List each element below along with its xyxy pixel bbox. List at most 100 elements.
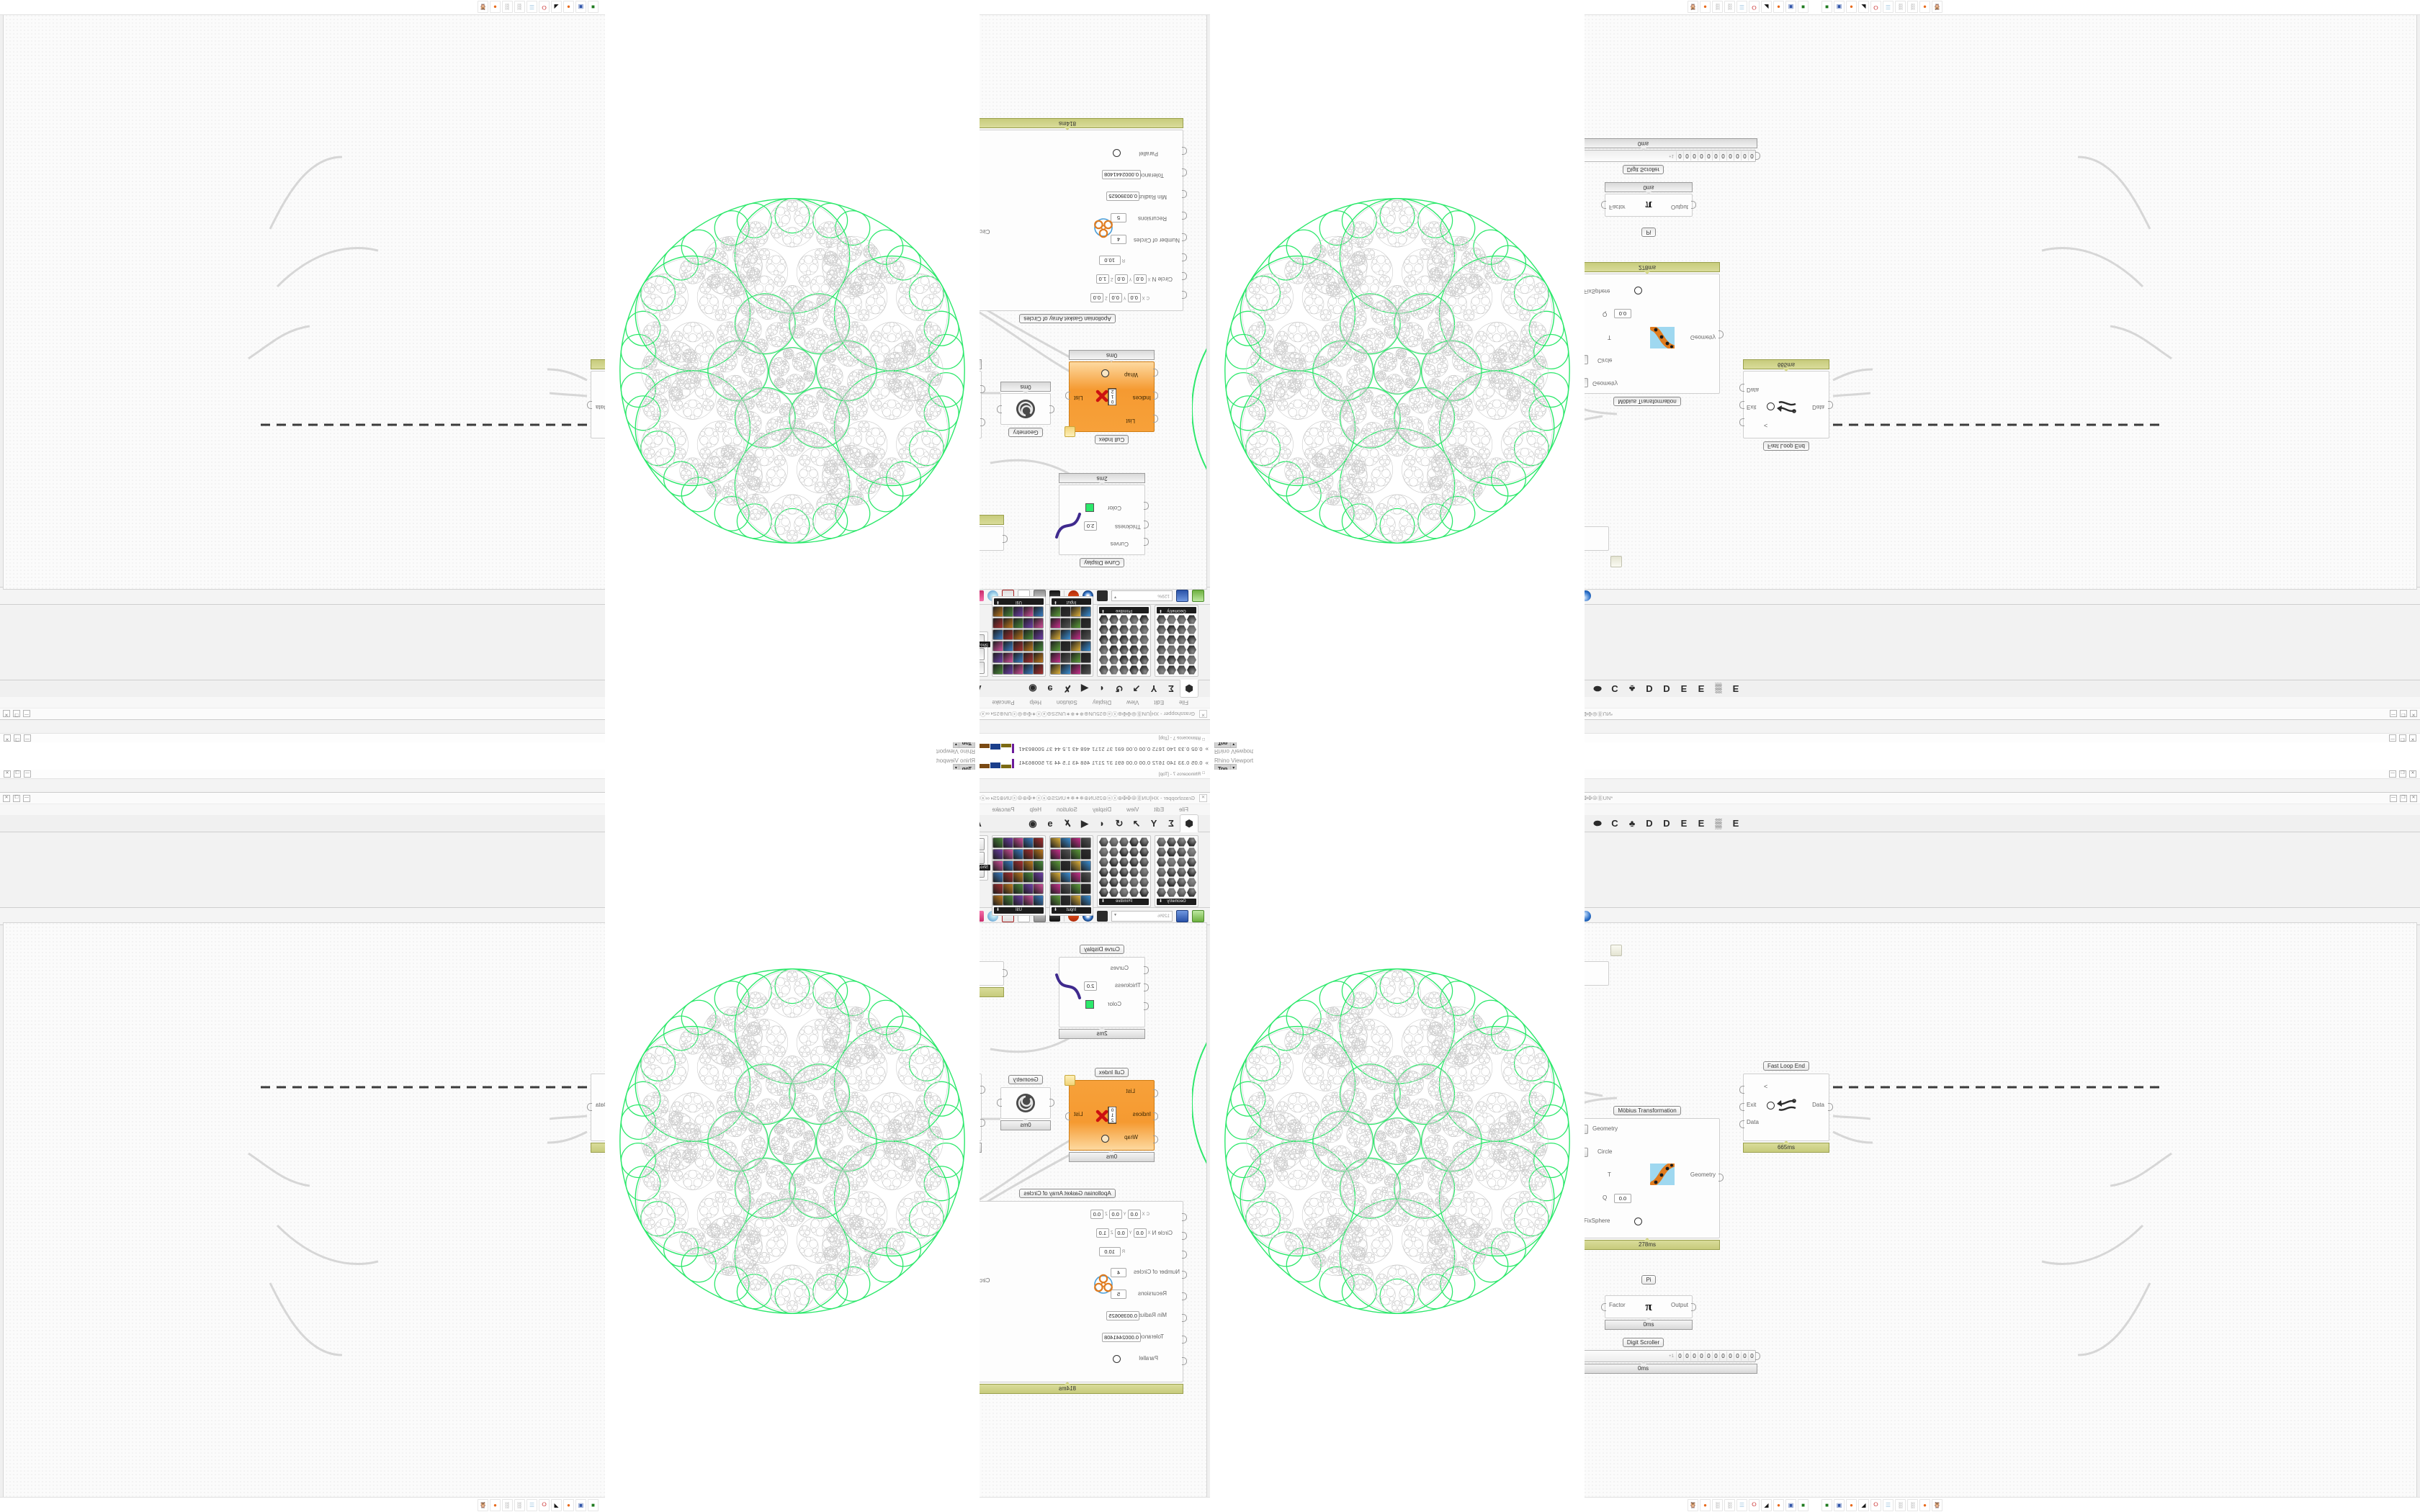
node-body[interactable]: Factor π Output <box>1601 194 1696 217</box>
component-icon[interactable] <box>1099 888 1108 897</box>
component-icon[interactable] <box>1119 615 1129 624</box>
input-port-list[interactable] <box>1153 415 1158 423</box>
rhino-close-button[interactable]: ✕ <box>2409 770 2416 778</box>
node-cull-index[interactable]: Cull Index List Indices Wrap List <box>1065 1065 1158 1162</box>
taskbar-flame-app[interactable]: ● <box>1773 1 1784 14</box>
taskbar-maze-app-1[interactable]: ░ <box>1712 1 1723 14</box>
component-icon[interactable] <box>1109 858 1119 867</box>
ribbon-tab-right-16[interactable]: ▒ <box>1710 815 1727 832</box>
c-y-value[interactable]: 0.0 <box>1108 293 1122 302</box>
tolerance-value[interactable]: 0.0002441408 <box>1102 1333 1141 1342</box>
output-port[interactable] <box>1755 152 1760 160</box>
input-port-lt[interactable] <box>1739 1086 1744 1094</box>
component-icon[interactable] <box>1003 652 1013 663</box>
component-icon[interactable] <box>1167 878 1176 887</box>
taskbar-purple-owl-app[interactable]: 🦉 <box>1688 1 1698 14</box>
digit-cell[interactable]: 0 <box>1748 151 1755 161</box>
ribbon-tab-left-7[interactable]: ✗ <box>1059 680 1076 697</box>
component-icon[interactable] <box>1187 635 1196 644</box>
digit-cell[interactable]: 0 <box>1734 1351 1741 1361</box>
ribbon-tab-right-15[interactable]: E <box>1693 815 1710 832</box>
component-icon[interactable] <box>1139 888 1149 897</box>
component-icon[interactable] <box>992 895 1003 906</box>
component-icon[interactable] <box>1129 645 1139 654</box>
component-icon[interactable] <box>1167 615 1176 624</box>
c-y-value[interactable]: 0.0 <box>1108 1210 1122 1219</box>
taskbar-firefox-app[interactable]: ● <box>1700 1498 1711 1511</box>
input-port-min-radius[interactable] <box>1182 190 1187 198</box>
component-icon[interactable] <box>1050 849 1061 860</box>
component-icon[interactable] <box>1187 888 1196 897</box>
taskbar-floppy-app[interactable]: ▣ <box>1834 1498 1845 1511</box>
node-curve-display[interactable]: Curve Display Curves Thickness 2.0 Color <box>1055 942 1149 1039</box>
taskbar-purple-owl-app[interactable]: 🦉 <box>1932 1 1942 14</box>
component-icon[interactable] <box>1177 625 1186 634</box>
taskbar-maze-app-2[interactable]: ░ <box>1724 1498 1735 1511</box>
chevron-down-icon[interactable]: ⬇ <box>996 598 1000 605</box>
ribbon-tab-left-0[interactable]: ⬢ <box>1180 814 1198 832</box>
component-icon[interactable] <box>1033 629 1044 640</box>
input-port-recursions[interactable] <box>1182 1292 1187 1300</box>
n-z-value[interactable]: 1.0 <box>1095 1228 1109 1238</box>
component-icon[interactable] <box>1070 618 1081 629</box>
ribbon-tab-left-2[interactable]: Υ <box>1145 680 1162 697</box>
component-icon[interactable] <box>1080 652 1091 663</box>
taskbar-notepad-app[interactable]: ☰ <box>1883 1498 1894 1511</box>
node-flyout-toggle[interactable] <box>1610 556 1622 567</box>
rhino-minimize-button[interactable]: — <box>2389 734 2396 742</box>
component-icon[interactable] <box>1070 837 1081 848</box>
component-icon[interactable] <box>992 883 1003 894</box>
component-icon[interactable] <box>1139 615 1149 624</box>
component-icon[interactable] <box>1060 872 1071 883</box>
digit-cell[interactable]: 0 <box>1705 151 1712 161</box>
component-icon[interactable] <box>1080 664 1091 675</box>
component-icon[interactable] <box>1157 635 1166 644</box>
component-icon[interactable] <box>1070 641 1081 652</box>
component-icon[interactable] <box>1099 655 1108 665</box>
component-icon[interactable] <box>1129 615 1139 624</box>
chevron-down-icon[interactable]: ⬇ <box>1159 899 1162 905</box>
ribbon-tab-right-17[interactable]: E <box>1727 815 1744 832</box>
ribbon-tab-left-1[interactable]: Σ <box>1162 815 1180 832</box>
component-icon[interactable] <box>1060 883 1071 894</box>
taskbar-red-seal-app[interactable]: ⭘ <box>1749 1 1760 14</box>
component-icon[interactable] <box>1119 888 1129 897</box>
component-icon[interactable] <box>1080 849 1091 860</box>
taskbar-floppy-app[interactable]: ▣ <box>575 1498 586 1511</box>
component-icon[interactable] <box>1013 664 1023 675</box>
menu-help[interactable]: Help <box>1030 806 1041 813</box>
component-icon[interactable] <box>1033 895 1044 906</box>
radius-value[interactable]: 10.0 <box>1098 1247 1121 1256</box>
component-icon[interactable] <box>1119 635 1129 644</box>
chevron-down-icon[interactable]: ▼ <box>1113 913 1117 917</box>
digit-cell[interactable]: 0 <box>1719 151 1726 161</box>
digit-cell[interactable]: 0 <box>1741 1351 1748 1361</box>
ribbon-tab-left-3[interactable]: ↗ <box>1128 680 1145 697</box>
component-icon[interactable] <box>1060 837 1071 848</box>
ribbon-tab-left-9[interactable]: ◉ <box>1024 680 1041 697</box>
component-icon[interactable] <box>1167 837 1176 847</box>
radius-value[interactable]: 10.0 <box>1098 256 1121 265</box>
output-port-geometry[interactable] <box>1718 330 1724 338</box>
component-icon[interactable] <box>1139 635 1149 644</box>
digit-cell[interactable]: 0 <box>1698 151 1705 161</box>
chevron-down-icon[interactable]: ⬇ <box>1159 607 1162 613</box>
rhino-maximize-button[interactable]: ❐ <box>2399 770 2406 778</box>
output-port[interactable] <box>997 405 1002 413</box>
component-icon[interactable] <box>1070 849 1081 860</box>
component-icon[interactable] <box>1129 625 1139 634</box>
input-port[interactable] <box>1049 1099 1054 1107</box>
component-icon[interactable] <box>1003 641 1013 652</box>
taskbar-flame-app[interactable]: ● <box>563 1 574 14</box>
component-icon[interactable] <box>1187 665 1196 675</box>
c-x-value[interactable]: 0.0 <box>1127 293 1141 302</box>
component-icon[interactable] <box>1033 849 1044 860</box>
component-icon[interactable] <box>1157 878 1166 887</box>
menu-view[interactable]: View <box>1126 699 1139 706</box>
gh-close-button[interactable]: ✕ <box>2410 794 2417 802</box>
component-icon[interactable] <box>1139 645 1149 654</box>
gh-minimize-button[interactable]: — <box>23 794 30 802</box>
component-icon[interactable] <box>1060 641 1071 652</box>
component-icon[interactable] <box>1167 625 1176 634</box>
